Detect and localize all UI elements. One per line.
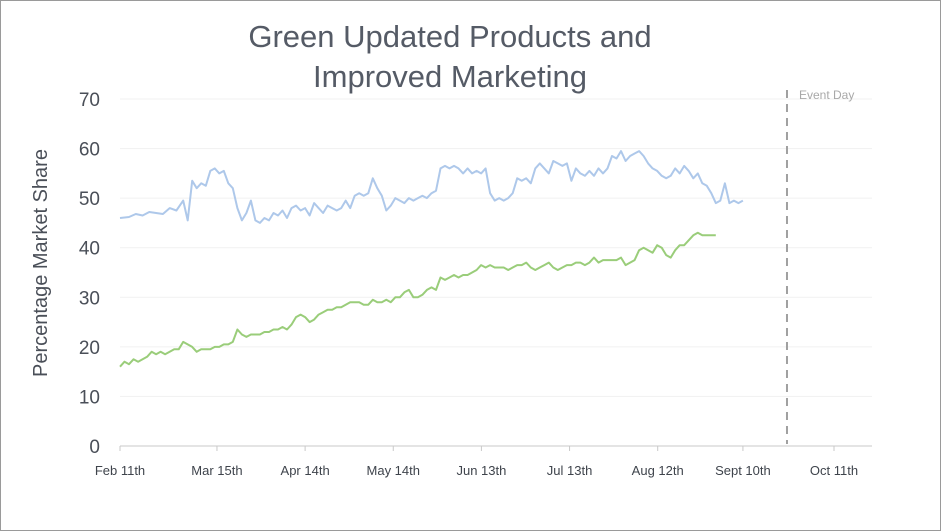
series-line-1 [119,150,744,224]
x-tick-label: Feb 11th [95,463,145,478]
chart-title-line-2: Improved Marketing [313,59,587,94]
x-tick-label: Aug 12th [632,463,684,478]
x-tick-label: Apr 14th [281,463,330,478]
event-day-label: Event Day [799,88,854,102]
y-tick-label: 60 [79,140,100,161]
y-tick-label: 20 [79,338,100,359]
y-axis-label: Percentage Market Share [30,149,52,377]
x-tick-label: Sept 10th [715,463,771,478]
y-tick-label: 50 [79,189,100,210]
y-tick-label: 10 [79,387,100,408]
y-tick-label: 0 [89,437,100,458]
y-tick-label: 40 [79,239,100,260]
chart-title-line-1: Green Updated Products and [248,19,651,54]
series-line-2 [119,231,716,368]
y-tick-label: 70 [79,90,100,111]
x-tick-label: Oct 11th [810,463,858,478]
x-tick-label: Mar 15th [191,463,242,478]
y-tick-label: 30 [79,288,100,309]
x-tick-label: Jun 13th [456,463,506,478]
x-tick-label: Jul 13th [547,463,593,478]
x-tick-label: May 14th [367,463,420,478]
